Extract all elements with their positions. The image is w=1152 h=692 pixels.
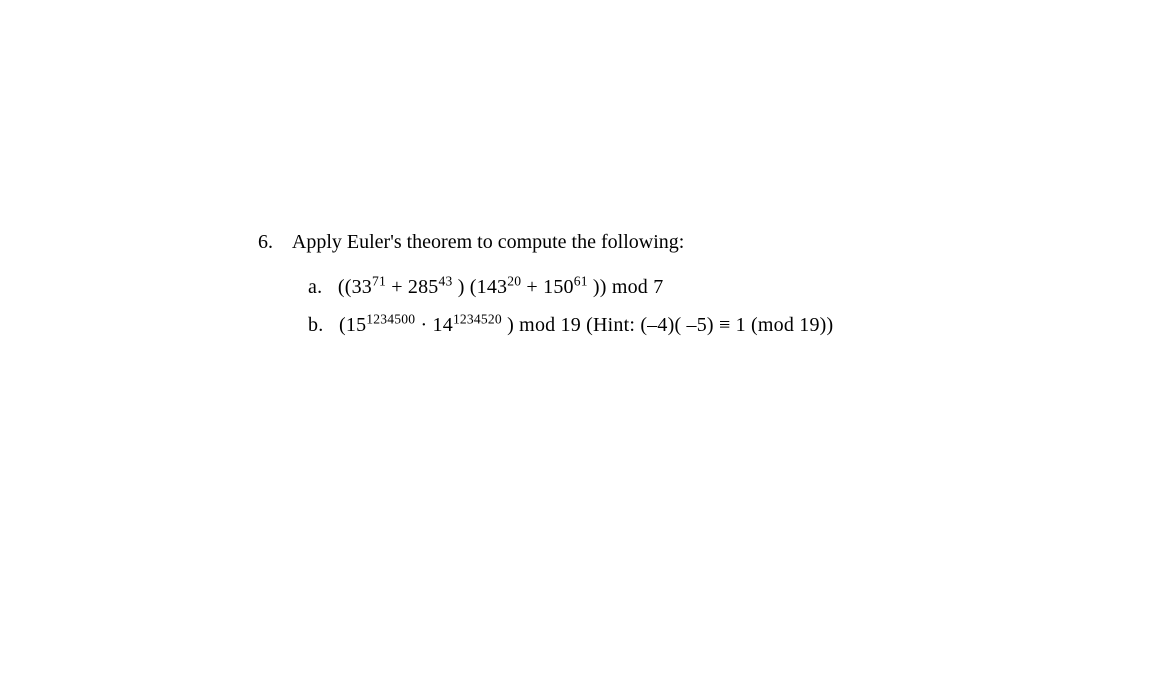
problem-instruction: Apply Euler's theorem to compute the fol… [292, 231, 684, 253]
part-b-dot: · 14 [415, 314, 453, 336]
part-b-hint: (Hint: (–4)( –5) ≡ 1 (mod 19)) [581, 314, 833, 336]
part-a-label: a. [308, 276, 322, 298]
problem-number: 6. [258, 231, 273, 253]
problem-container: 6. Apply Euler's theorem to compute the … [258, 228, 958, 344]
part-a-plus1: + 285 [386, 276, 438, 298]
part-b-exp1: 1234500 [366, 311, 415, 326]
part-b-exp2: 1234520 [453, 311, 502, 326]
part-a-exp3: 20 [507, 273, 521, 288]
part-b-label: b. [308, 314, 323, 336]
part-b-open: (15 [339, 314, 366, 336]
part-a-exp4: 61 [574, 273, 588, 288]
part-a-expr1: ((33 [338, 276, 372, 298]
problem-heading: 6. Apply Euler's theorem to compute the … [258, 228, 958, 256]
part-a-exp2: 43 [439, 273, 453, 288]
sub-items-list: a. ((3371 + 28543 ) (14320 + 15061 )) mo… [308, 268, 958, 344]
part-b-close: ) mod 19 [502, 314, 581, 336]
part-b: b. (151234500 · 141234520 ) mod 19 (Hint… [308, 306, 958, 344]
part-a-mid: ) (143 [453, 276, 508, 298]
part-a: a. ((3371 + 28543 ) (14320 + 15061 )) mo… [308, 268, 958, 306]
part-a-exp1: 71 [372, 273, 386, 288]
part-a-close: )) mod 7 [588, 276, 664, 298]
part-a-plus2: + 150 [521, 276, 573, 298]
